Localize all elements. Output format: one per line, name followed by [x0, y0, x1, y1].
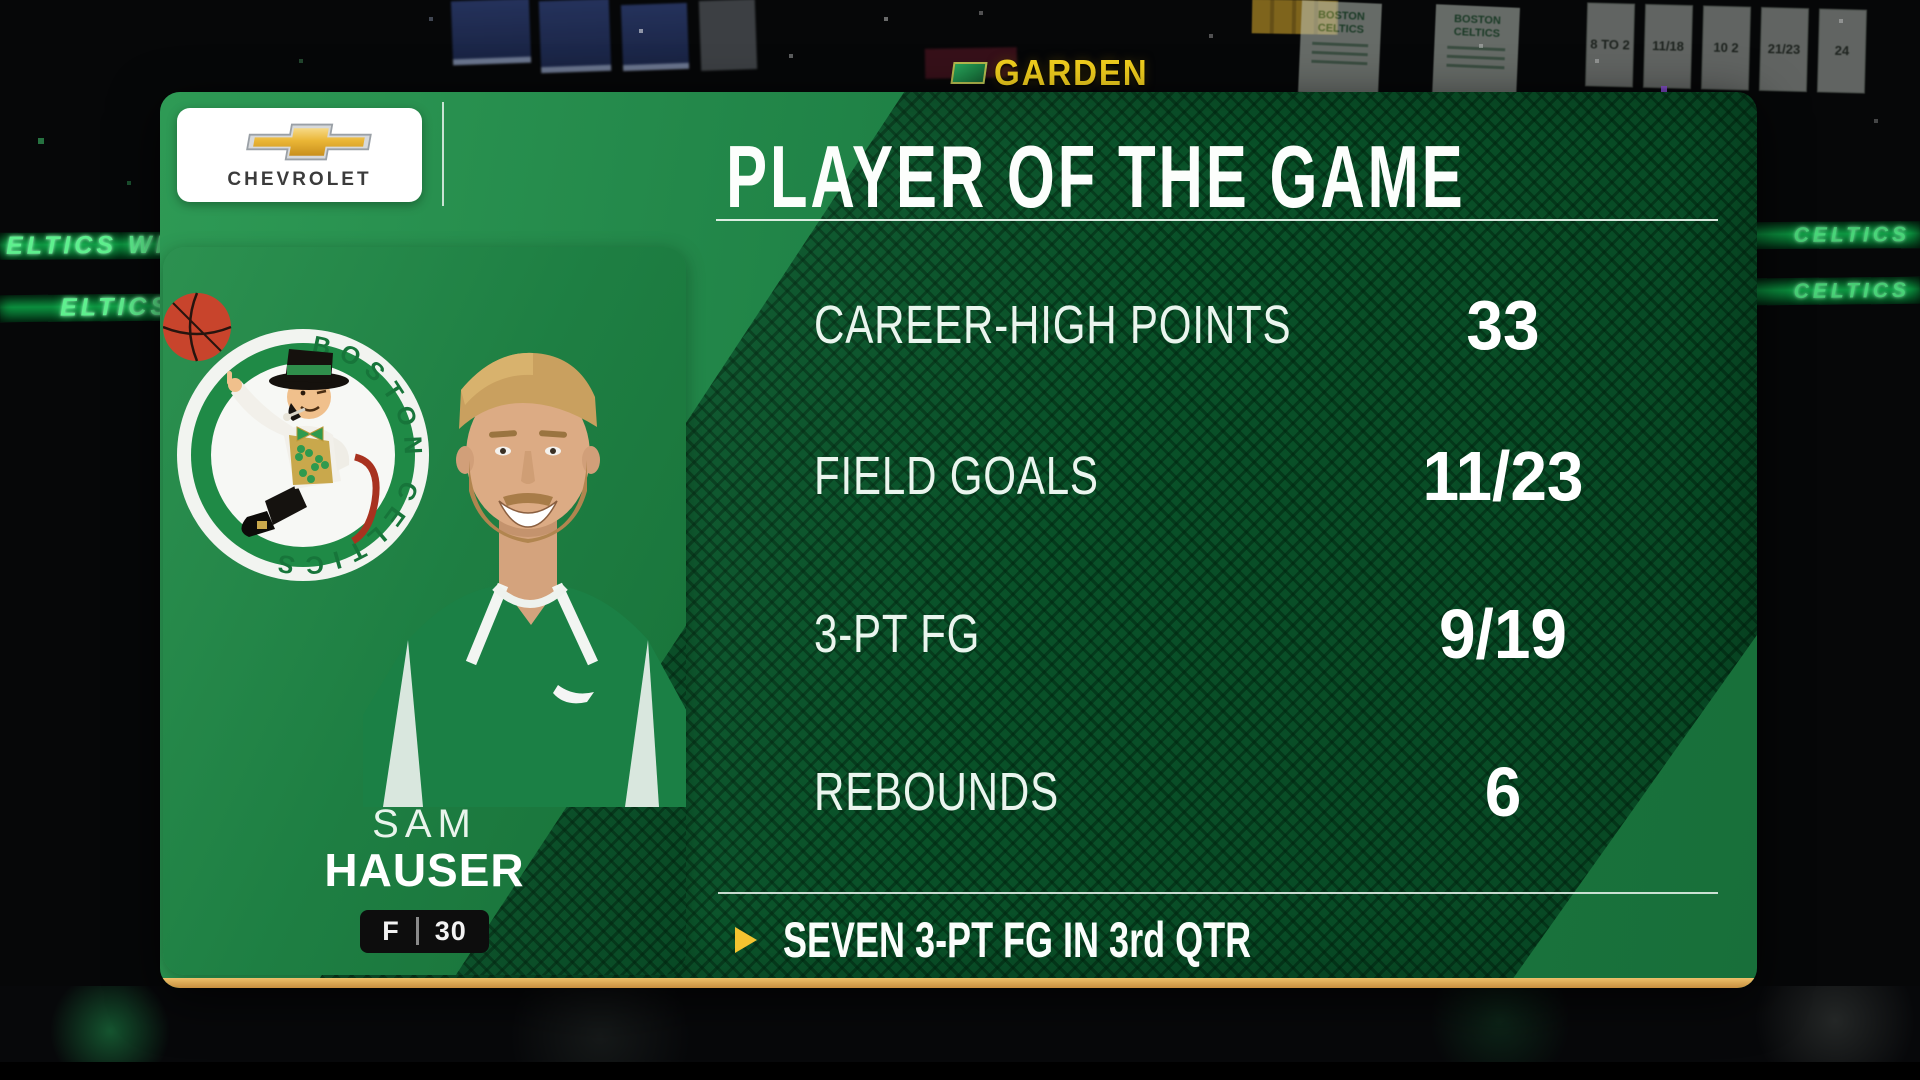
led-text-right: CELTICS	[1793, 223, 1911, 247]
player-photo	[363, 352, 686, 807]
stat-value: 11/23	[1422, 437, 1584, 515]
sponsor-name: CHEVROLET	[227, 168, 372, 190]
footnote: SEVEN 3-PT FG IN 3rd QTR	[735, 912, 1433, 968]
rafter-banner	[698, 0, 758, 71]
player-number: 30	[434, 915, 467, 946]
championship-banner: BOSTON CELTICS	[1298, 0, 1382, 96]
stat-value: 33	[1466, 286, 1540, 364]
rafter-banner	[538, 0, 612, 74]
footnote-rule	[718, 892, 1718, 894]
bullet-triangle-icon	[735, 927, 757, 953]
player-position: F	[382, 915, 400, 946]
leprechaun-figure	[227, 349, 380, 545]
rafter-banner	[450, 0, 532, 66]
player-last-name: HAUSER	[324, 844, 525, 896]
page-title: PLAYER OF THE GAME	[726, 127, 1466, 226]
garden-flag-icon	[950, 62, 988, 84]
arena-light-speckles	[0, 0, 2, 2]
sponsor-box: CHEVROLET	[177, 108, 422, 202]
banner-lines	[1311, 42, 1369, 71]
scorecard: 10 2	[1700, 5, 1752, 91]
scorecard-strip: 8 TO 2 11/18 10 2 21/23 24	[1584, 2, 1868, 94]
garden-sign-text: GARDEN	[994, 52, 1149, 93]
scorecard: 21/23	[1758, 6, 1810, 93]
badge-divider	[415, 917, 419, 946]
panel-gold-strip	[160, 978, 1757, 988]
championship-banner: BOSTON CELTICS	[1431, 4, 1521, 102]
garden-sign: GARDEN	[950, 52, 1162, 94]
banner-lines	[1445, 46, 1506, 75]
stat-label: CAREER-HIGH POINTS	[814, 295, 1292, 355]
stat-label: FIELD GOALS	[814, 446, 1099, 506]
player-of-game-panel: CHEVROLET PLAYER OF THE GAME BOSTON CELT…	[160, 92, 1757, 988]
header-divider	[442, 102, 444, 206]
footnote-text: SEVEN 3-PT FG IN 3rd QTR	[783, 912, 1252, 968]
scorecard: 11/18	[1642, 3, 1694, 90]
scorecard: 24	[1816, 8, 1868, 94]
player-card: BOSTON CELTICS	[163, 247, 686, 975]
celtics-logo: BOSTON CELTICS	[163, 292, 429, 581]
title-rule	[716, 219, 1718, 221]
rafter-banner	[620, 2, 690, 72]
player-name-block: SAM HAUSER F 30	[163, 803, 686, 953]
crowd-area	[0, 986, 1920, 1064]
led-text-right: CELTICS	[1793, 278, 1911, 303]
scorecard: 8 TO 2	[1584, 2, 1636, 88]
chevrolet-bowtie-icon	[245, 123, 372, 160]
stat-label: REBOUNDS	[814, 762, 1059, 822]
stat-value: 9/19	[1438, 595, 1568, 673]
stat-label: 3-PT FG	[814, 604, 981, 664]
banner-text: BOSTON CELTICS	[1453, 13, 1502, 40]
position-number-badge: F 30	[360, 909, 489, 953]
banner-text: BOSTON CELTICS	[1317, 9, 1366, 36]
player-first-name: SAM	[372, 802, 477, 846]
letterbox-bar	[0, 1062, 1920, 1080]
stat-value: 6	[1484, 753, 1522, 831]
